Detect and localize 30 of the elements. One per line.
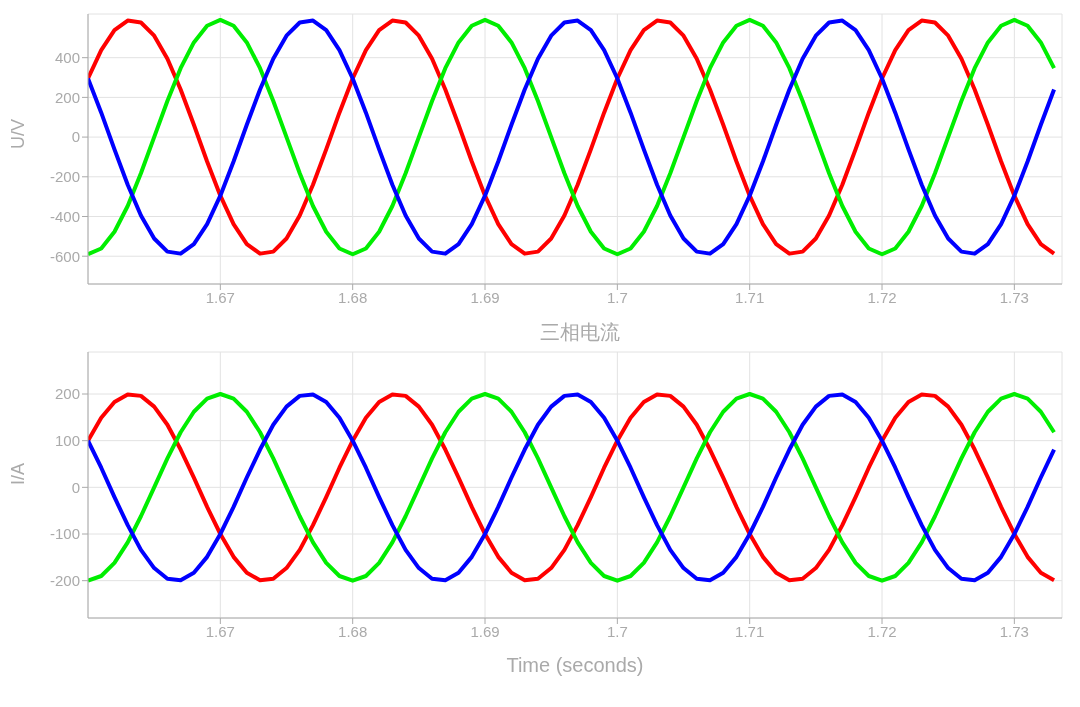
x-tick-label: 1.71 <box>735 622 765 640</box>
y-tick-label: -200 <box>49 168 80 186</box>
y-tick-label: -400 <box>49 207 80 225</box>
y-tick-label: 0 <box>71 478 80 496</box>
x-tick-label: 1.7 <box>606 622 628 640</box>
x-tick-label: 1.72 <box>867 622 897 640</box>
line-series <box>88 392 1057 583</box>
x-axis-title: Time (seconds) <box>506 654 644 676</box>
x-tick-label: 1.68 <box>338 622 368 640</box>
x-tick-label: 1.68 <box>338 288 368 306</box>
y-tick-label: 400 <box>54 49 80 66</box>
y-tick-label: 0 <box>71 128 80 146</box>
y-axis-title: I/A <box>8 462 29 485</box>
chart-title: 三相电流 <box>539 320 621 345</box>
x-tick-label: 1.72 <box>867 288 897 306</box>
x-tick-label: 1.73 <box>999 622 1029 640</box>
x-tick-label: 1.69 <box>470 288 500 306</box>
y-tick-label: -600 <box>49 247 80 265</box>
x-tick-label: 1.7 <box>606 288 628 306</box>
y-axis-title: U/V <box>8 118 29 149</box>
y-tick-label: 200 <box>54 385 80 403</box>
y-tick-label: -100 <box>49 525 80 543</box>
x-tick-label: 1.71 <box>735 288 765 306</box>
y-tick-label: -200 <box>49 571 80 589</box>
y-tick-label: 100 <box>54 431 80 449</box>
x-tick-label: 1.67 <box>205 622 235 640</box>
y-tick-label: 200 <box>54 88 80 106</box>
x-tick-label: 1.67 <box>205 288 235 306</box>
x-tick-label: 1.73 <box>999 288 1029 306</box>
x-tick-label: 1.69 <box>470 622 500 640</box>
